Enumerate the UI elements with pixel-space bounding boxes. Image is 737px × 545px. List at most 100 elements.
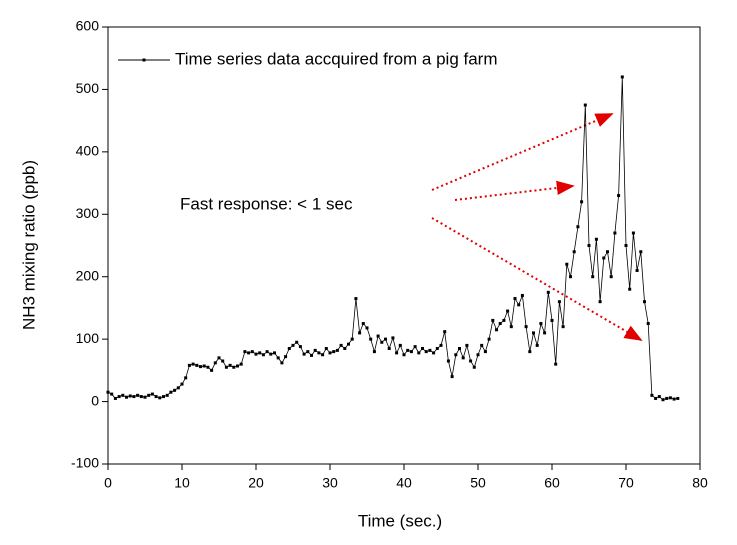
- data-point: [657, 395, 661, 399]
- plot-frame: [107, 26, 701, 465]
- data-point: [387, 347, 391, 351]
- data-point: [217, 356, 221, 360]
- arrow: [454, 180, 575, 201]
- data-point: [335, 348, 339, 352]
- y-tick-label: 500: [76, 80, 100, 96]
- annotation: Fast response: < 1 sec: [180, 194, 353, 213]
- data-point: [646, 322, 650, 326]
- data-point: [620, 75, 624, 79]
- data-point: [354, 297, 358, 301]
- data-point: [672, 397, 676, 401]
- x-tick-label: 70: [618, 475, 634, 491]
- data-point: [306, 350, 310, 354]
- data-point: [139, 395, 143, 399]
- data-point: [117, 395, 121, 399]
- data-point: [358, 331, 362, 335]
- data-point: [517, 303, 521, 307]
- data-point: [428, 348, 432, 352]
- data-point: [598, 300, 602, 304]
- data-point: [365, 326, 369, 330]
- data-point: [550, 318, 554, 322]
- data-point: [298, 345, 302, 349]
- x-axis-label: Time (sec.): [358, 511, 442, 530]
- data-point: [125, 395, 128, 399]
- data-point: [380, 340, 384, 344]
- data-point: [561, 325, 565, 329]
- y-tick-label: 300: [76, 205, 100, 221]
- data-point: [676, 396, 680, 400]
- data-point: [580, 200, 584, 204]
- data-point: [132, 395, 136, 399]
- data-point: [184, 376, 188, 380]
- data-point: [113, 396, 117, 400]
- data-point: [576, 225, 580, 229]
- data-point: [384, 337, 387, 341]
- data-point: [343, 347, 347, 351]
- data-point: [121, 393, 125, 397]
- data-point: [495, 328, 498, 332]
- data-point: [628, 287, 632, 291]
- data-point: [372, 350, 376, 354]
- x-tick-label: 30: [322, 475, 338, 491]
- data-point: [321, 353, 325, 357]
- x-tick-label: 50: [470, 475, 486, 491]
- data-point: [250, 350, 254, 354]
- data-point: [295, 340, 299, 344]
- data-point: [631, 231, 635, 235]
- data-point: [583, 103, 587, 107]
- data-point: [417, 351, 421, 355]
- data-point: [402, 353, 406, 357]
- data-point: [258, 351, 262, 355]
- data-point: [154, 395, 158, 399]
- data-point: [162, 395, 165, 399]
- data-point: [435, 347, 439, 351]
- data-point: [458, 347, 461, 351]
- arrow: [431, 113, 614, 191]
- data-point: [557, 300, 561, 304]
- data-point: [247, 351, 251, 355]
- data-point: [506, 309, 510, 313]
- data-point: [587, 244, 591, 247]
- y-tick-label: -100: [71, 455, 99, 471]
- data-point: [191, 362, 195, 366]
- data-point: [617, 194, 621, 198]
- data-point: [213, 361, 217, 365]
- data-point: [528, 350, 532, 354]
- x-tick-label: 10: [174, 475, 190, 491]
- data-point: [273, 351, 276, 355]
- data-point: [187, 363, 191, 367]
- data-point: [520, 293, 524, 297]
- data-point: [202, 364, 206, 368]
- data-point: [665, 396, 669, 400]
- data-point: [572, 250, 576, 254]
- data-point: [483, 350, 487, 354]
- data-point: [302, 352, 306, 356]
- data-point: [535, 343, 539, 347]
- data-point: [195, 363, 199, 367]
- data-point: [243, 350, 247, 354]
- data-point: [228, 363, 232, 367]
- data-point: [450, 375, 454, 379]
- data-point: [624, 244, 628, 247]
- x-tick-label: 20: [248, 475, 264, 491]
- data-point: [173, 388, 177, 392]
- x-tick-label: 40: [396, 475, 412, 491]
- data-point: [128, 394, 132, 398]
- data-point: [498, 322, 502, 326]
- data-point: [158, 396, 162, 400]
- data-point: [509, 325, 513, 329]
- data-point: [376, 334, 380, 338]
- y-axis-label: NH3 mixing ratio (ppb): [19, 160, 38, 330]
- data-point: [591, 275, 595, 279]
- data-point: [421, 347, 424, 351]
- data-point: [110, 392, 114, 396]
- data-point: [136, 393, 140, 397]
- data-point: [236, 364, 239, 368]
- data-point: [232, 365, 236, 369]
- data-point: [502, 318, 506, 322]
- y-tick-label: 400: [76, 143, 100, 159]
- data-point: [224, 365, 228, 369]
- data-point: [613, 231, 617, 235]
- data-point: [310, 353, 313, 357]
- data-point: [432, 351, 436, 355]
